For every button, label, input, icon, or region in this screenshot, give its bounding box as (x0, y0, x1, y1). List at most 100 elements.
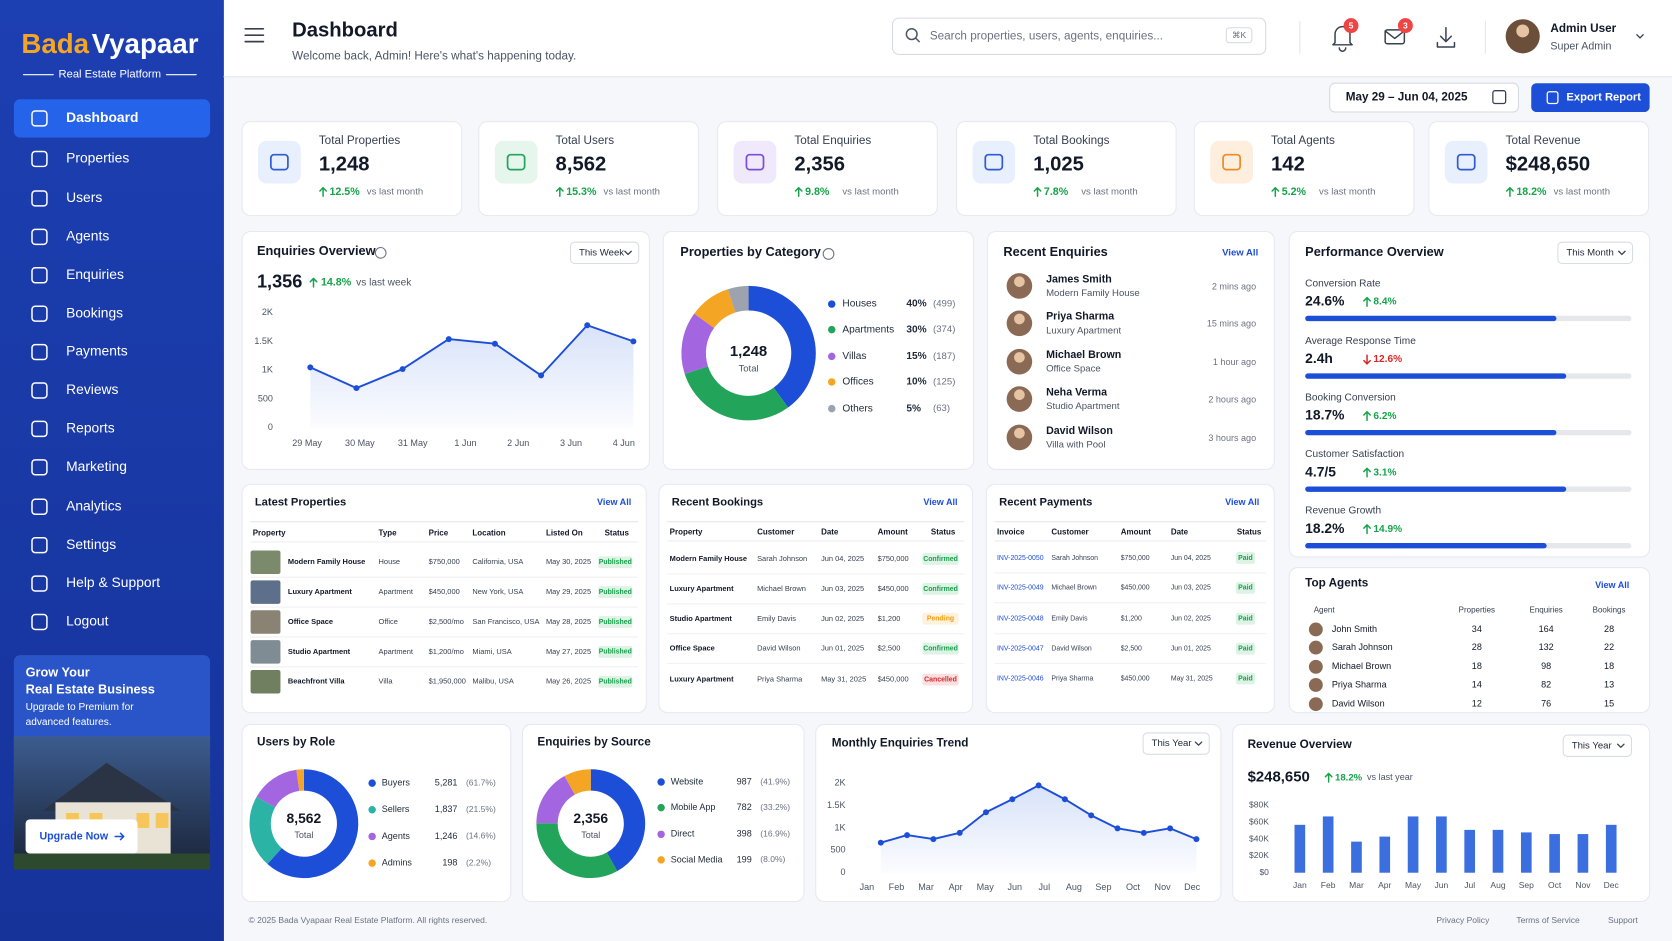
filter-dropdown[interactable] (1142, 732, 1210, 755)
nav-item[interactable]: Properties (66, 150, 129, 166)
stat-change: 9.8% (805, 186, 830, 198)
metric-label: Booking Conversion (1305, 393, 1396, 404)
x-tick-label: Dec (1184, 882, 1201, 892)
y-tick-label: $20K (1249, 850, 1269, 860)
avatar (1014, 313, 1025, 325)
cell: David Wilson (1332, 699, 1385, 709)
search-icon (915, 37, 920, 43)
nav-item[interactable]: Enquiries (66, 266, 124, 282)
cell: 15 (1604, 699, 1614, 709)
stat-value: 1,025 (1033, 154, 1084, 176)
export-label[interactable]: Export Report (1566, 92, 1641, 104)
cell: Emily Davis (757, 614, 796, 623)
legend-dot (368, 806, 376, 814)
legend-name: Apartments (842, 324, 894, 335)
trend-arrow (1363, 524, 1371, 535)
cell: $1,200/mo (429, 647, 464, 656)
x-tick-label: Mar (918, 882, 934, 892)
nav-item[interactable]: Analytics (66, 497, 122, 513)
cell: May 28, 2025 (546, 617, 591, 626)
metric-value: 24.6% (1305, 293, 1344, 309)
column-header: Date (1171, 527, 1189, 536)
footer-link[interactable]: Support (1608, 915, 1638, 925)
legend-count: 398 (737, 829, 752, 839)
cell: Apartment (379, 587, 414, 596)
export-button[interactable] (1531, 83, 1650, 113)
promo-title: Real Estate Business (26, 682, 155, 697)
badge-count[interactable]: 5 (1349, 20, 1354, 30)
nav-item[interactable]: Logout (66, 613, 109, 629)
nav-item[interactable]: Bookings (66, 304, 123, 320)
bar (1577, 834, 1589, 873)
nav-item[interactable]: Help & Support (66, 574, 160, 590)
view-all[interactable]: View All (923, 497, 957, 507)
stat-label: Total Enquiries (794, 134, 871, 147)
nav-item[interactable]: Marketing (66, 458, 127, 474)
promo-text: advanced features. (26, 717, 112, 728)
metric-label: Average Response Time (1305, 336, 1416, 347)
column-header: Price (429, 529, 449, 538)
legend-count: 1,837 (435, 804, 458, 814)
cell: May 26, 2025 (546, 677, 591, 686)
cell: Apartment (379, 647, 414, 656)
y-tick-label: 1K (262, 365, 273, 375)
filter-label[interactable]: This Year (1152, 738, 1193, 749)
nav-item[interactable]: Users (66, 189, 102, 205)
filter-label[interactable]: This Year (1572, 740, 1613, 751)
search-box[interactable] (891, 17, 1267, 55)
upgrade-button[interactable] (25, 819, 138, 854)
status-badge (922, 673, 959, 686)
cell: $450,000 (878, 675, 909, 684)
status-badge (1235, 672, 1256, 685)
nav-item[interactable]: Reports (66, 420, 115, 436)
cell: Office Space (288, 617, 333, 626)
badge-count[interactable]: 3 (1403, 20, 1408, 30)
status: Confirmed (923, 645, 958, 652)
status: Published (599, 559, 632, 566)
footer-link[interactable]: Terms of Service (1516, 915, 1580, 925)
cell: Jun 02, 2025 (1171, 616, 1211, 623)
view-all[interactable]: View All (597, 497, 631, 507)
chevron (1194, 741, 1203, 746)
enquirer-name: Priya Sharma (1046, 311, 1114, 323)
enquiry-time: 1 hour ago (1213, 357, 1256, 367)
area (310, 325, 634, 428)
filter-dropdown[interactable] (1557, 241, 1634, 265)
donut-segment (256, 769, 300, 808)
x-tick-label: Oct (1548, 880, 1562, 890)
nav-active[interactable] (13, 99, 211, 138)
cell: $1,200 (1121, 616, 1142, 623)
avatar (1308, 678, 1323, 692)
view-all[interactable]: View All (1595, 580, 1629, 590)
promo-title: Grow Your (26, 665, 90, 680)
nav-item[interactable]: Reviews (66, 381, 118, 397)
view-all[interactable]: View All (1225, 497, 1259, 507)
filter-label[interactable]: This Month (1566, 247, 1613, 258)
point (1167, 825, 1174, 832)
upgrade-label[interactable]: Upgrade Now (39, 830, 108, 842)
cell: May 30, 2025 (546, 557, 591, 566)
view-all[interactable]: View All (1222, 247, 1258, 258)
nav-item[interactable]: Settings (66, 536, 116, 552)
search-placeholder[interactable]: Search properties, users, agents, enquir… (930, 29, 1163, 42)
date-range[interactable]: May 29 – Jun 04, 2025 (1346, 91, 1468, 104)
stat-label: Total Bookings (1033, 134, 1109, 147)
legend-count: (63) (933, 403, 950, 414)
status: Published (599, 679, 632, 686)
donut-segment (536, 822, 618, 879)
nav-item[interactable]: Agents (66, 228, 109, 244)
filter-dropdown[interactable] (569, 241, 640, 265)
x-tick-label: 4 Jun (613, 438, 635, 448)
card-title: Users by Role (257, 736, 336, 749)
nav-item[interactable]: Dashboard (66, 109, 138, 125)
nav-item[interactable]: Payments (66, 343, 128, 359)
footer-link[interactable]: Privacy Policy (1436, 915, 1490, 925)
enquirer-name: Neha Verma (1046, 386, 1107, 398)
filter-label[interactable]: This Week (579, 247, 624, 258)
filter-dropdown[interactable] (1562, 734, 1633, 757)
stat-value: 142 (1271, 154, 1305, 176)
point (445, 336, 452, 343)
date-picker[interactable] (1329, 82, 1519, 113)
property-thumbnail (250, 580, 281, 604)
